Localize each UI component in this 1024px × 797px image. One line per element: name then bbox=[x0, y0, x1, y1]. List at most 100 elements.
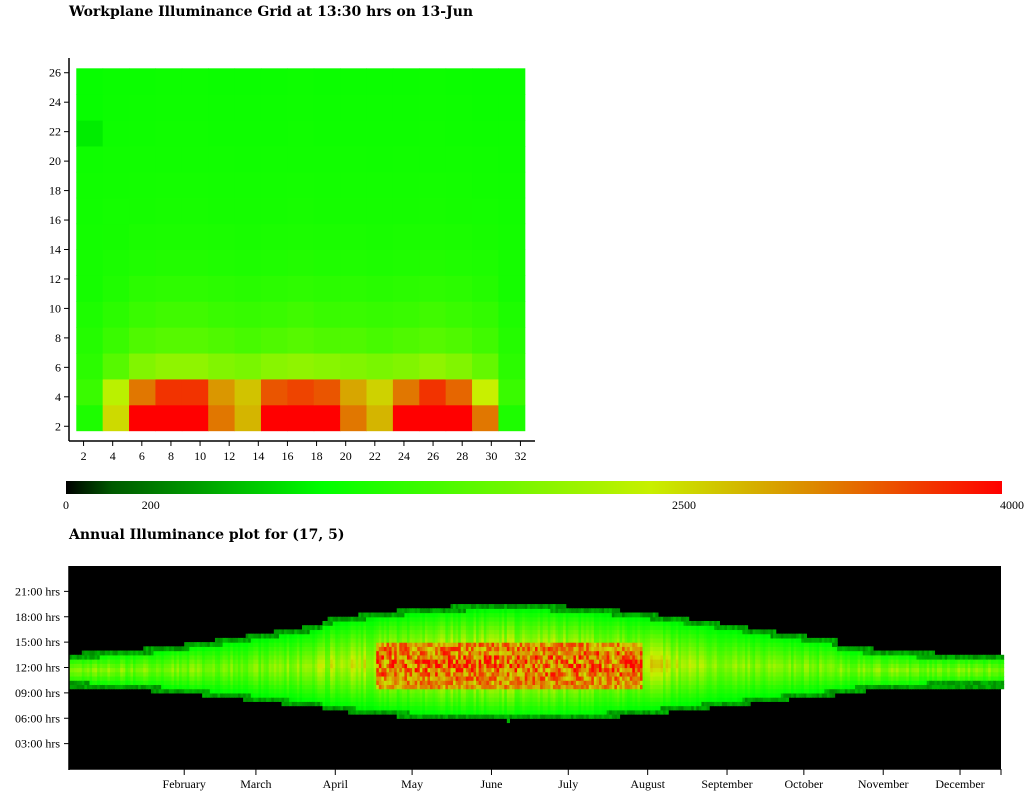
annual-cell bbox=[470, 697, 475, 702]
annual-cell bbox=[506, 620, 510, 626]
annual-cell bbox=[399, 709, 403, 715]
annual-cell bbox=[496, 633, 500, 639]
annual-cell bbox=[350, 663, 354, 669]
annual-cell bbox=[414, 612, 418, 618]
annual-cell bbox=[527, 646, 531, 652]
annual-cell bbox=[517, 608, 521, 614]
annual-cell bbox=[435, 663, 439, 669]
annual-cell bbox=[540, 620, 544, 626]
annual-cell bbox=[634, 688, 639, 694]
annual-cell bbox=[273, 688, 277, 694]
annual-cell bbox=[302, 654, 306, 660]
annual-cell bbox=[578, 675, 582, 681]
annual-cell bbox=[197, 675, 201, 681]
grid-cell bbox=[181, 197, 209, 225]
annual-cell bbox=[371, 675, 375, 681]
annual-cell bbox=[601, 625, 605, 631]
annual-cell bbox=[563, 616, 567, 622]
annual-cell bbox=[627, 663, 631, 669]
annual-cell bbox=[276, 671, 280, 677]
annual-cell bbox=[519, 604, 523, 609]
annual-cell bbox=[427, 684, 431, 690]
annual-cell bbox=[348, 675, 352, 681]
annual-cell bbox=[261, 633, 265, 639]
annual-cell bbox=[335, 616, 339, 622]
grid-cell bbox=[287, 275, 315, 302]
annual-cell bbox=[599, 697, 603, 702]
annual-cell bbox=[109, 671, 114, 677]
annual-cell bbox=[278, 697, 283, 702]
annual-cell bbox=[537, 604, 541, 609]
annual-cell bbox=[266, 688, 270, 694]
annual-cell bbox=[273, 692, 277, 698]
annual-cell bbox=[412, 646, 416, 652]
grid-cell bbox=[260, 301, 288, 328]
annual-cell bbox=[404, 646, 408, 652]
annual-cell bbox=[381, 671, 385, 677]
annual-cell bbox=[424, 612, 429, 618]
annual-cell bbox=[593, 667, 598, 673]
annual-cell bbox=[558, 616, 562, 622]
annual-cell bbox=[266, 659, 270, 664]
annual-cell bbox=[519, 659, 523, 664]
annual-cell bbox=[619, 684, 623, 690]
annual-cell bbox=[406, 697, 411, 702]
annual-cell bbox=[399, 684, 403, 690]
annual-cell bbox=[389, 616, 393, 622]
annual-cell bbox=[350, 705, 354, 711]
annual-cell bbox=[296, 659, 301, 664]
annual-cell bbox=[373, 705, 377, 711]
annual-cell bbox=[496, 684, 500, 690]
annual-cell bbox=[506, 697, 510, 702]
annual-cell bbox=[189, 680, 193, 686]
annual-cell bbox=[166, 675, 170, 681]
grid-cell bbox=[260, 223, 288, 250]
annual-cell bbox=[217, 650, 221, 656]
annual-cell bbox=[345, 697, 349, 702]
annual-cell bbox=[371, 709, 375, 715]
annual-cell bbox=[186, 680, 190, 686]
annual-cell bbox=[655, 667, 659, 673]
annual-cell bbox=[258, 633, 262, 639]
annual-cell bbox=[660, 688, 664, 694]
annual-cell bbox=[588, 654, 592, 660]
annual-cell bbox=[540, 688, 544, 694]
annual-cell bbox=[409, 705, 413, 711]
annual-cell bbox=[330, 697, 334, 702]
annual-cell bbox=[455, 659, 459, 664]
annual-cell bbox=[568, 692, 572, 698]
annual-cell bbox=[532, 608, 536, 614]
annual-cell bbox=[158, 675, 162, 681]
annual-cell bbox=[506, 650, 510, 656]
annual-cell bbox=[401, 620, 406, 626]
annual-cell bbox=[522, 663, 526, 669]
annual-cell bbox=[222, 684, 226, 690]
annual-cell bbox=[122, 650, 126, 656]
grid-cell bbox=[155, 327, 183, 354]
annual-cell bbox=[642, 671, 646, 677]
annual-cell bbox=[517, 642, 521, 647]
annual-cell bbox=[276, 675, 280, 681]
grid-cell bbox=[340, 145, 368, 173]
annual-cell bbox=[591, 680, 595, 686]
annual-cell bbox=[509, 692, 513, 698]
annual-cell bbox=[532, 646, 536, 652]
annual-cell bbox=[258, 692, 262, 698]
annual-cell bbox=[261, 692, 265, 698]
annual-cell bbox=[494, 659, 498, 664]
annual-cell bbox=[499, 654, 503, 660]
annual-cell bbox=[424, 616, 429, 622]
annual-cell bbox=[330, 637, 334, 643]
annual-cell bbox=[184, 659, 188, 664]
annual-cell bbox=[511, 604, 516, 609]
grid-cell bbox=[392, 94, 420, 121]
annual-cell bbox=[634, 616, 639, 622]
annual-cell bbox=[401, 637, 406, 643]
annual-cell bbox=[389, 629, 393, 635]
annual-cell bbox=[637, 654, 641, 660]
annual-cell bbox=[645, 612, 649, 618]
annual-cell bbox=[616, 671, 621, 677]
annual-cell bbox=[494, 637, 498, 643]
grid-cell bbox=[340, 120, 368, 147]
annual-cell bbox=[468, 654, 472, 660]
